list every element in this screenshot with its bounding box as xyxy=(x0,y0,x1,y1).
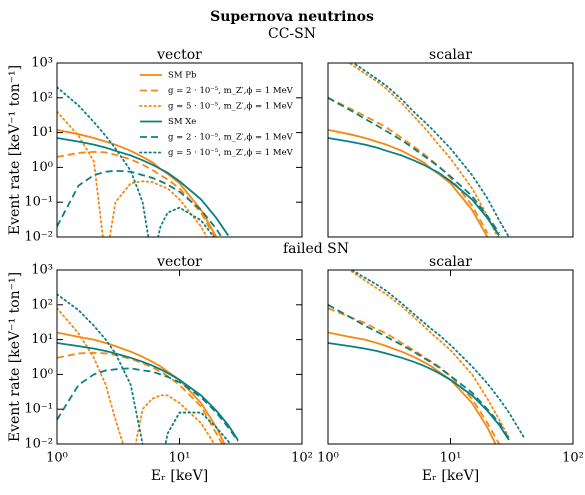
y-tick-label: 10² xyxy=(31,297,53,312)
axes-frame xyxy=(327,62,574,238)
y-tick-label: 10³ xyxy=(31,263,53,278)
panel-title: scalar xyxy=(429,254,472,270)
x-tick-label: 10² xyxy=(562,451,584,466)
y-tick-label: 10⁻² xyxy=(24,437,53,452)
legend-label: g = 5 · 10⁻⁵, m_Z′,ϕ = 1 MeV xyxy=(168,102,294,112)
panel-title: vector xyxy=(156,47,202,63)
y-tick-label: 10¹ xyxy=(31,125,53,140)
series-line xyxy=(57,86,215,237)
axes-frame xyxy=(327,269,574,445)
series-line xyxy=(328,128,489,237)
y-tick-label: 10⁰ xyxy=(31,160,53,175)
x-tick-label: 10⁰ xyxy=(317,451,339,466)
series-line xyxy=(57,110,208,237)
y-axis-label: Event rate [keV⁻¹ ton⁻¹] xyxy=(7,272,23,442)
plot-area xyxy=(328,63,510,237)
series-line xyxy=(57,331,226,444)
panel-title: vector xyxy=(156,254,202,270)
series-line xyxy=(328,96,489,234)
legend-label: SM Xe xyxy=(168,117,196,127)
plot-area xyxy=(57,293,239,444)
x-tick-label: 10¹ xyxy=(169,451,191,466)
series-line xyxy=(348,63,499,237)
y-tick-label: 10¹ xyxy=(31,332,53,347)
y-tick-label: 10⁻¹ xyxy=(24,402,53,417)
series-line xyxy=(328,342,510,441)
plot-area xyxy=(57,86,229,237)
series-line xyxy=(57,128,218,237)
series-line xyxy=(328,331,497,444)
series-line xyxy=(57,367,239,442)
legend-label: g = 5 · 10⁻⁵, m_Z′,ϕ = 1 MeV xyxy=(168,148,294,158)
series-line xyxy=(57,351,224,444)
y-tick-label: 10⁰ xyxy=(31,367,53,382)
x-tick-label: 10² xyxy=(291,451,313,466)
series-line xyxy=(328,304,510,440)
axes-frame xyxy=(56,62,303,238)
series-line xyxy=(350,270,526,439)
series-line xyxy=(57,307,216,444)
axes-frame xyxy=(56,269,303,445)
series-line xyxy=(328,97,500,234)
x-axis-label: Eᵣ [keV] xyxy=(422,468,479,484)
y-tick-label: 10⁻² xyxy=(24,230,53,245)
panel-title: scalar xyxy=(429,47,472,63)
legend-label: g = 2 · 10⁻⁵, m_Z′,ϕ = 1 MeV xyxy=(168,133,294,143)
x-axis-label: Eᵣ [keV] xyxy=(151,468,208,484)
row-title: CC-SN xyxy=(268,26,316,42)
series-line xyxy=(57,137,229,237)
row-title: failed SN xyxy=(283,241,349,257)
plot-area xyxy=(328,270,526,444)
series-line xyxy=(347,270,510,439)
series-line xyxy=(328,307,501,444)
y-tick-label: 10³ xyxy=(31,56,53,71)
figure-title: Supernova neutrinos xyxy=(210,9,374,25)
series-line xyxy=(57,342,239,441)
y-tick-label: 10² xyxy=(31,90,53,105)
legend-label: g = 2 · 10⁻⁵, m_Z′,ϕ = 1 MeV xyxy=(168,86,294,96)
y-axis-label: Event rate [keV⁻¹ ton⁻¹] xyxy=(7,65,23,235)
series-line xyxy=(57,150,216,237)
x-tick-label: 10⁰ xyxy=(46,451,68,466)
series-line xyxy=(328,137,500,237)
series-line xyxy=(352,63,510,237)
y-tick-label: 10⁻¹ xyxy=(24,195,53,210)
x-tick-label: 10¹ xyxy=(440,451,462,466)
series-line xyxy=(57,169,223,237)
legend-label: SM Pb xyxy=(168,71,197,81)
